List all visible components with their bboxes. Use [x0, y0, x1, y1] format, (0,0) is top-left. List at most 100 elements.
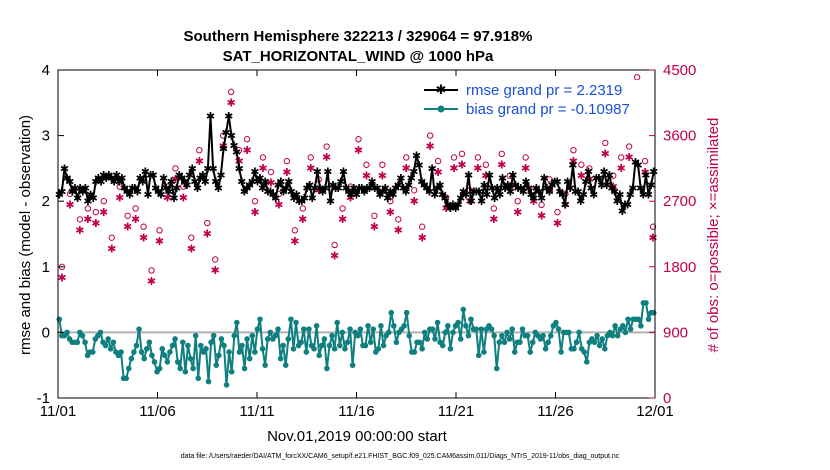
bias-point [300, 326, 307, 332]
obs-assimilated-marker: ✱ [171, 174, 180, 186]
rmse-point: ✱ [592, 173, 601, 185]
bias-point [213, 362, 220, 369]
rmse-point: ✱ [357, 183, 366, 195]
rmse-point: ✱ [500, 183, 509, 195]
obs-assimilated-marker: ✱ [609, 181, 618, 193]
rmse-point: ✱ [237, 177, 246, 189]
rmse-point: ✱ [391, 183, 400, 195]
obs-possible-marker [379, 161, 386, 168]
bias-point [393, 339, 400, 346]
rmse-point: ✱ [610, 186, 619, 198]
rmse-point: ✱ [370, 183, 379, 195]
chart-title: Southern Hemisphere 322213 / 329064 = 97… [184, 28, 533, 45]
bias-point [545, 339, 552, 346]
bias-point [339, 329, 346, 336]
bias-point [254, 326, 261, 332]
x-tick-label: 11/16 [338, 403, 374, 420]
rmse-point: ✱ [553, 177, 562, 189]
rmse-point: ✱ [506, 186, 515, 198]
data-file-footnote: data file: /Users/raeder/DAI/ATM_forcXX/… [181, 453, 620, 460]
bias-point [365, 323, 371, 329]
bias-point [342, 346, 348, 352]
rmse-point: ✱ [427, 163, 436, 175]
obs-assimilated-marker: ✱ [266, 178, 275, 190]
rmse-point: ✱ [620, 199, 629, 211]
obs-assimilated-marker: ✱ [433, 167, 442, 179]
bias-point [195, 375, 202, 382]
rmse-point: ✱ [141, 167, 150, 179]
rmse-point: ✱ [279, 186, 288, 198]
rmse-point: ✱ [446, 203, 455, 215]
bias-point [504, 329, 510, 336]
rmse-point: ✱ [435, 180, 444, 192]
rmse-point: ✱ [407, 173, 416, 185]
rmse-point: ✱ [469, 186, 478, 198]
bias-point [638, 323, 644, 329]
bias-point [602, 346, 608, 352]
obs-possible-marker [100, 198, 107, 205]
bias-point [288, 316, 294, 323]
x-tick-label: 11/21 [438, 403, 474, 420]
rmse-point: ✱ [425, 186, 434, 198]
bias-point [344, 339, 351, 346]
bias-point [403, 309, 410, 316]
obs-possible-marker [458, 150, 466, 158]
bias-point [149, 352, 155, 359]
rmse-point: ✱ [349, 183, 358, 195]
rmse-point: ✱ [560, 199, 569, 211]
rmse-point: ✱ [540, 173, 549, 185]
rmse-point: ✱ [232, 147, 241, 159]
bias-point [645, 316, 652, 323]
obs-possible-marker [116, 183, 123, 190]
bias-point [203, 346, 209, 352]
bias-point [164, 359, 171, 365]
bias-point [285, 336, 292, 342]
rmse-point: ✱ [341, 183, 350, 195]
bias-point [401, 323, 407, 329]
rmse-point: ✱ [613, 196, 622, 208]
obs-assimilated-marker: ✱ [449, 163, 458, 175]
obs-assimilated-marker: ✱ [107, 243, 116, 255]
bias-point [236, 349, 243, 355]
rmse-point: ✱ [164, 186, 173, 198]
bias-point [97, 329, 104, 336]
bias-point [143, 346, 150, 352]
rmse-point: ✱ [414, 160, 423, 172]
bias-point [406, 332, 413, 339]
bias-point [509, 326, 515, 332]
rmse-point: ✱ [360, 186, 369, 198]
bias-point [354, 332, 361, 339]
rmse-point: ✱ [529, 193, 538, 205]
rmse-point: ✱ [615, 190, 624, 202]
obs-assimilated-marker: ✱ [282, 167, 291, 179]
rmse-point: ✱ [323, 167, 332, 179]
bias-point [478, 326, 485, 332]
rmse-point: ✱ [600, 167, 609, 179]
bias-point [434, 319, 441, 326]
rmse-point: ✱ [302, 183, 311, 195]
bias-point [246, 355, 253, 362]
obs-possible-marker [331, 241, 338, 249]
rmse-point: ✱ [57, 186, 66, 198]
obs-assimilated-marker: ✱ [569, 156, 578, 168]
bias-point [167, 349, 173, 355]
rmse-point: ✱ [255, 173, 264, 185]
rmse-point: ✱ [292, 190, 301, 202]
rmse-point: ✱ [547, 180, 556, 192]
bias-point [573, 339, 580, 346]
y2-tick-label: 4500 [663, 62, 696, 79]
rmse-point: ✱ [399, 183, 408, 195]
rmse-point: ✱ [104, 170, 113, 182]
rmse-point: ✱ [224, 111, 233, 123]
rmse-point: ✱ [448, 199, 457, 211]
obs-assimilated-marker: ✱ [465, 196, 474, 208]
rmse-point: ✱ [151, 183, 160, 195]
rmse-point: ✱ [68, 186, 77, 198]
rmse-point: ✱ [117, 173, 126, 185]
obs-possible-marker [371, 212, 378, 219]
obs-assimilated-marker: ✱ [394, 225, 403, 237]
bias-point [576, 329, 582, 336]
rmse-point: ✱ [412, 150, 421, 162]
rmse-point: ✱ [441, 193, 450, 205]
bias-point [465, 332, 472, 339]
